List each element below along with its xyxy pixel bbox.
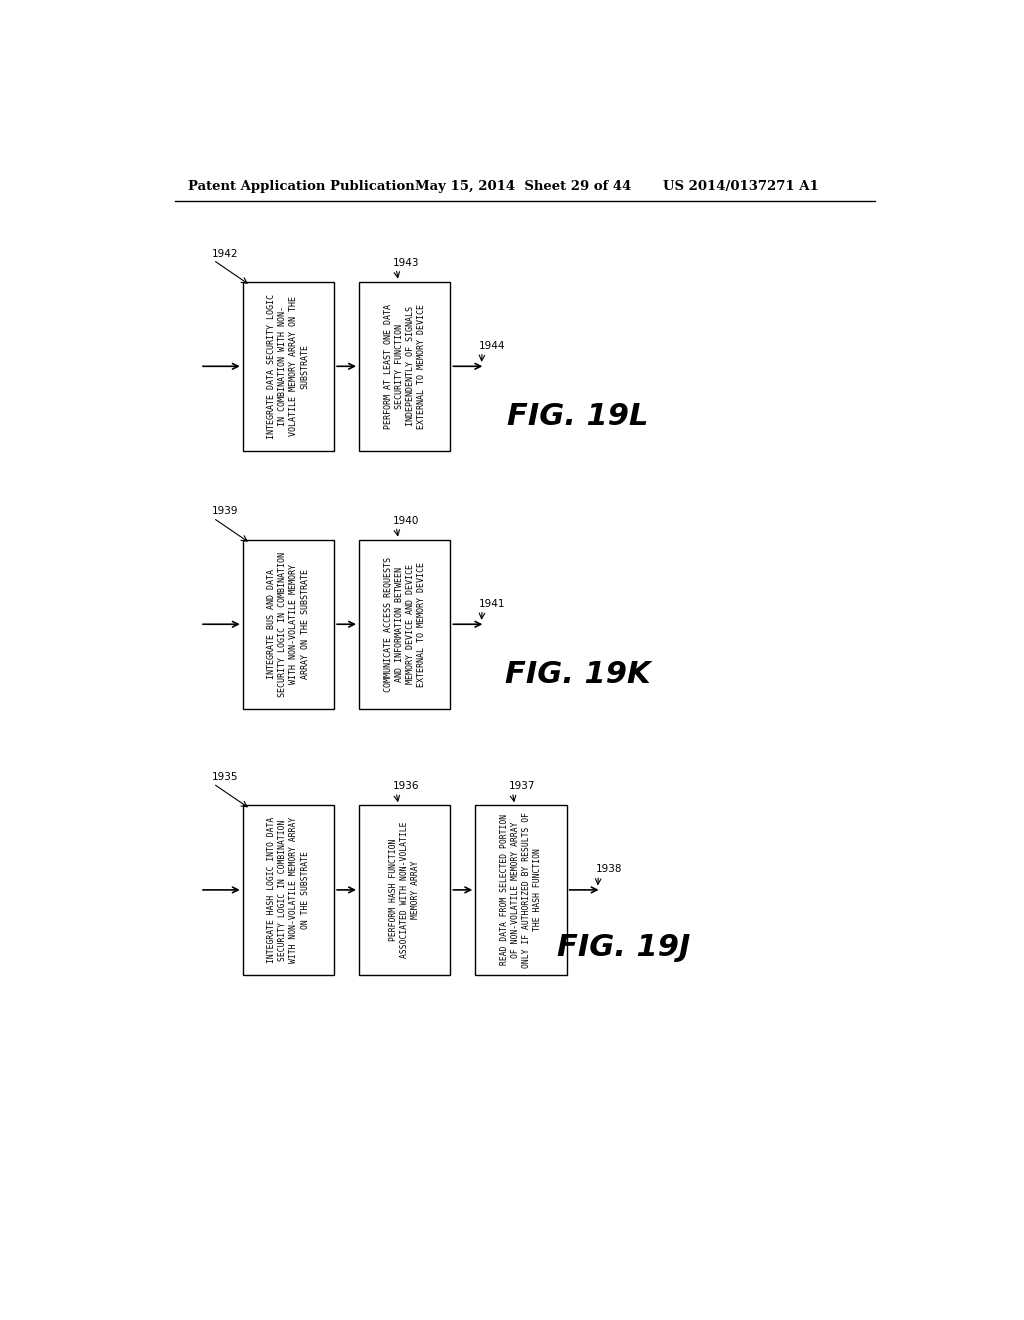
Text: 1937: 1937: [509, 781, 536, 792]
Text: FIG. 19J: FIG. 19J: [557, 933, 690, 962]
Text: 1938: 1938: [595, 865, 622, 875]
Bar: [243, 281, 334, 451]
Text: US 2014/0137271 A1: US 2014/0137271 A1: [663, 181, 818, 194]
Text: FIG. 19L: FIG. 19L: [507, 401, 648, 430]
Text: 1943: 1943: [393, 257, 420, 268]
Text: 1939: 1939: [212, 507, 239, 516]
Text: 1944: 1944: [479, 341, 506, 351]
Text: INTEGRATE HASH LOGIC INTO DATA
SECURITY LOGIC IN COMBINATION
WITH NON-VOLATILE M: INTEGRATE HASH LOGIC INTO DATA SECURITY …: [267, 817, 309, 964]
Text: PERFORM AT LEAST ONE DATA
SECURITY FUNCTION
INDEPENDENTLY OF SIGNALS
EXTERNAL TO: PERFORM AT LEAST ONE DATA SECURITY FUNCT…: [384, 304, 426, 429]
Text: 1936: 1936: [393, 781, 420, 792]
Bar: [243, 805, 334, 974]
Text: INTEGRATE BUS AND DATA
SECURITY LOGIC IN COMBINATION
WITH NON-VOLATILE MEMORY
AR: INTEGRATE BUS AND DATA SECURITY LOGIC IN…: [267, 552, 309, 697]
Text: 1935: 1935: [212, 772, 239, 781]
Bar: [475, 805, 566, 974]
Text: May 15, 2014  Sheet 29 of 44: May 15, 2014 Sheet 29 of 44: [415, 181, 631, 194]
Text: 1940: 1940: [393, 516, 420, 525]
Text: 1942: 1942: [212, 248, 239, 259]
Bar: [243, 540, 334, 709]
Bar: [359, 540, 451, 709]
Text: INTEGRATE DATA SECURITY LOGIC
IN COMBINATION WITH NON-
VOLATILE MEMORY ARRAY ON : INTEGRATE DATA SECURITY LOGIC IN COMBINA…: [267, 294, 309, 438]
Text: Patent Application Publication: Patent Application Publication: [188, 181, 415, 194]
Bar: [359, 281, 451, 451]
Text: COMMUNICATE ACCESS REQUESTS
AND INFORMATION BETWEEN
MEMORY DEVICE AND DEVICE
EXT: COMMUNICATE ACCESS REQUESTS AND INFORMAT…: [384, 557, 426, 692]
Text: 1941: 1941: [479, 599, 506, 609]
Text: FIG. 19K: FIG. 19K: [505, 660, 650, 689]
Text: PERFORM HASH FUNCTION
ASSOCIATED WITH NON-VOLATILE
MEMORY ARRAY: PERFORM HASH FUNCTION ASSOCIATED WITH NO…: [389, 821, 420, 958]
Bar: [359, 805, 451, 974]
Text: READ DATA FROM SELECTED PORTION
OF NON-VOLATILE MEMORY ARRAY
ONLY IF AUTHORIZED : READ DATA FROM SELECTED PORTION OF NON-V…: [500, 812, 542, 968]
